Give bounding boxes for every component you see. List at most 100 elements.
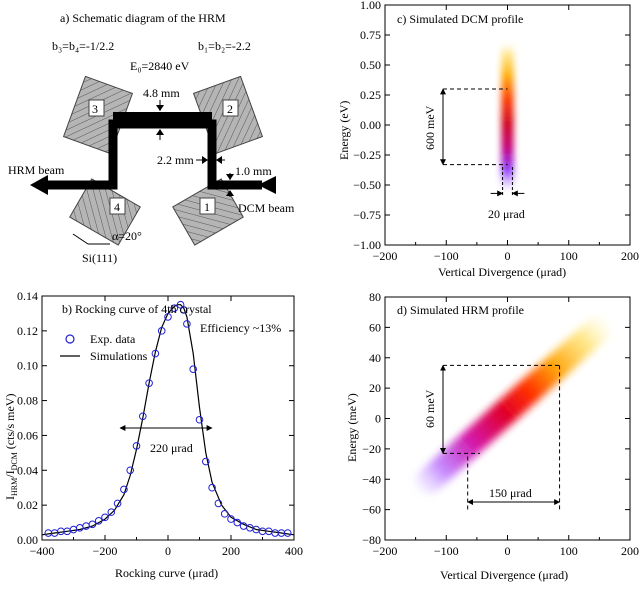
b34-label: b₃=b₄=-1/2.2: [52, 39, 114, 53]
panel-d-divergence-label: 150 μrad: [489, 486, 532, 500]
beam-top-bar: [113, 112, 212, 127]
dim-top-label: 4.8 mm: [143, 86, 180, 100]
panel-b-xtick-label: −400: [30, 544, 55, 558]
exp-data-point: [151, 349, 160, 358]
panel-c-ytick-label: −1.00: [353, 238, 381, 252]
alpha-label: α=20°: [112, 229, 142, 243]
panel-c-xtick-label: 200: [621, 249, 639, 263]
exp-data-point: [170, 304, 179, 313]
exp-data-point: [227, 515, 235, 523]
si-label: Si(111): [82, 251, 117, 265]
panel-b-ytick-label: 0.12: [17, 324, 38, 338]
panel-c-xtick-label: −200: [373, 249, 398, 263]
dim-top-arrowhead-2: [156, 129, 164, 135]
b12-label: b₁=b₂=-2.2: [198, 39, 251, 53]
exp-data-point: [139, 412, 147, 421]
dim-mid-label: 2.2 mm: [157, 153, 194, 167]
panel-b-annotation: Efficiency ~13%: [200, 321, 281, 335]
exp-data-point: [202, 457, 210, 466]
panel-d-xtick-label: 0: [505, 544, 511, 558]
exp-data-point: [101, 513, 109, 522]
panel-d-ytick-label: 20: [369, 381, 381, 395]
panel-d-xtick-label: −100: [434, 544, 459, 558]
panel-c-title: c) Simulated DCM profile: [397, 12, 523, 26]
exp-data-point: [195, 415, 204, 424]
exp-data-point: [145, 379, 153, 387]
exp-data-point: [157, 327, 166, 335]
panel-c-xtick-label: −100: [434, 249, 459, 263]
crystal-2-label: 2: [227, 102, 233, 116]
exp-data-point: [113, 499, 122, 508]
dcm-profile-blob: [501, 41, 514, 191]
hrm-beam-arrow: [30, 175, 48, 195]
panel-c-ylabel: Energy (eV): [337, 101, 351, 160]
panel-d-ylabel: Energy (meV): [345, 393, 359, 462]
panel-b-ytick-label: 0.02: [17, 498, 38, 512]
panel-b-fwhm-label: 220 μrad: [150, 441, 193, 455]
e0-label: E₀=2840 eV: [130, 59, 190, 73]
panel-b-xtick-label: 200: [222, 544, 240, 558]
panel-b-ticks: −400 −200 0 200 400 0.00 0.02 0.04 0.06 0.08 0.10 0…: [17, 289, 303, 558]
dcm-beam-arrow: [258, 176, 276, 194]
exp-data-point: [120, 485, 128, 494]
crystal-3-label: 3: [92, 102, 98, 116]
legend-sim-label: Simulations: [90, 349, 148, 363]
legend-exp-marker: [65, 334, 75, 344]
panel-a-title: a) Schematic diagram of the HRM: [60, 11, 226, 25]
exp-data-point: [94, 517, 103, 525]
panel-b-xtick-label: 0: [165, 544, 171, 558]
panel-d-ytick-label: 60: [369, 320, 381, 334]
panel-d-ytick-label: 80: [369, 290, 381, 304]
exp-data-point: [183, 320, 191, 328]
exp-data-point: [214, 499, 223, 508]
panel-d-xtick-label: 200: [621, 544, 639, 558]
exp-data-point: [88, 520, 97, 529]
simulation-line: [41, 304, 295, 536]
panel-c-ytick-label: −0.75: [353, 208, 381, 222]
panel-b-ytick-label: 0.14: [17, 289, 38, 303]
crystal-1: 1: [172, 178, 244, 246]
panel-d-ytick-label: −80: [362, 533, 381, 547]
panel-c-ytick-label: −0.25: [353, 148, 381, 162]
panel-c-ytick-label: 0.75: [360, 28, 381, 42]
panel-c-ytick-label: 0.00: [360, 118, 381, 132]
panel-c-ticks: −200 −100 0 100 200 −1.00 −0.75 −0.50 −0.25 0.00 0…: [353, 0, 639, 263]
panel-b-ytick-label: 0.08: [17, 394, 38, 408]
panel-d-marks: [440, 364, 561, 511]
exp-data-point: [179, 306, 188, 314]
exp-data-point: [220, 510, 229, 518]
dim-right-arrowhead: [226, 174, 234, 180]
panel-c-divergence-label: 20 μrad: [488, 207, 525, 221]
panel-d-energy-label: 60 meV: [423, 389, 437, 428]
panel-d-ytick-label: −40: [362, 472, 381, 486]
panel-d-xtick-label: 100: [560, 544, 578, 558]
panel-c-profile: [501, 41, 514, 191]
panel-c-marks: [440, 88, 525, 197]
panel-b-ytick-label: 0.10: [17, 359, 38, 373]
panel-c-ytick-label: 1.00: [360, 0, 381, 12]
legend-exp-label: Exp. data: [90, 332, 136, 346]
dim-mid-arrowhead-2: [216, 156, 222, 164]
exp-data-point: [189, 365, 197, 374]
exp-data-point: [132, 442, 141, 450]
panel-d-ytick-label: 0: [375, 412, 381, 426]
exp-data-point: [126, 466, 134, 475]
panel-b-chart: −400 −200 0 200 400 0.00 0.02 0.04 0.06 0.08 0.10 0…: [3, 289, 303, 580]
panel-c-xtick-label: 100: [560, 249, 578, 263]
panel-b-simulation: [41, 304, 295, 536]
panel-c-ytick-label: −0.50: [353, 178, 381, 192]
panel-d-profile: [415, 315, 612, 495]
dim-mid-arrowhead: [202, 156, 208, 164]
panel-c-xlabel: Vertical Divergence (μrad): [438, 265, 566, 279]
panel-b-ylabel: IHRM/IDCM (cts/s meV): [3, 394, 19, 500]
dcm-beam-label: DCM beam: [238, 201, 295, 215]
hrm-beam-label: HRM beam: [8, 163, 65, 177]
panel-b-xtick-label: −200: [93, 544, 118, 558]
dim-top-arrowhead: [156, 105, 164, 111]
dim-right-label: 1.0 mm: [235, 164, 272, 178]
panel-a-schematic: a) Schematic diagram of the HRM b₃=b₄=-1…: [8, 11, 295, 265]
panel-b-exp-points: [44, 300, 292, 537]
